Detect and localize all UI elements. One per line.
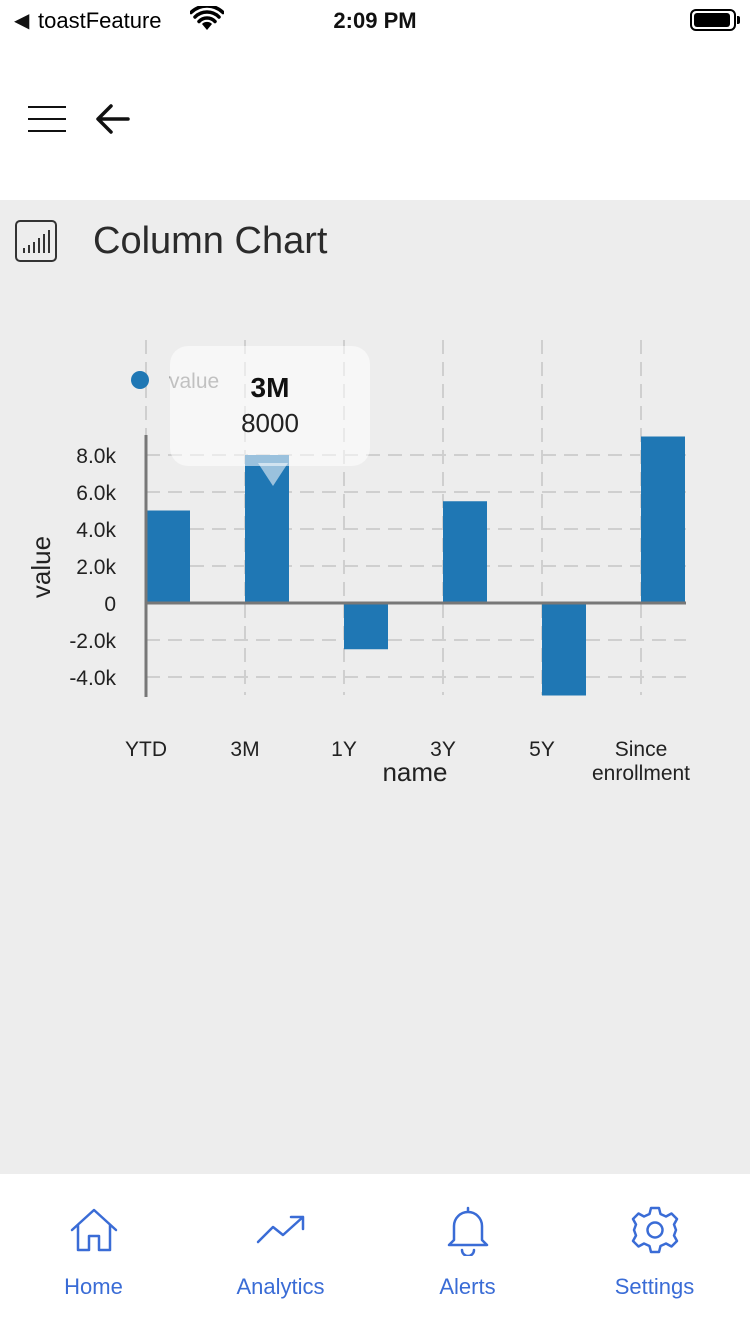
tab-settings[interactable]: Settings: [561, 1174, 748, 1334]
x-tick-label: 5Y: [529, 738, 555, 761]
arrow-left-icon[interactable]: [94, 100, 132, 138]
bar-chart-icon: [15, 220, 57, 262]
y-tick-label: -4.0k: [69, 667, 116, 690]
tab-analytics-label: Analytics: [236, 1274, 325, 1299]
tab-alerts[interactable]: Alerts: [374, 1174, 561, 1334]
tab-home-label: Home: [64, 1274, 123, 1299]
page-title: Column Chart: [93, 220, 328, 262]
chart-tooltip: 3M 8000: [170, 346, 370, 466]
tab-alerts-label: Alerts: [439, 1274, 496, 1299]
gear-icon: [631, 1206, 678, 1254]
legend-marker: [131, 371, 149, 389]
bar: [245, 455, 289, 603]
y-tick-label: 8.0k: [76, 445, 116, 468]
bar: [542, 603, 586, 696]
tooltip-value: 8000: [241, 408, 299, 438]
column-chart: -4.0k -2.0k 0 2.0k 4.0k 6.0k 8.0k YTD 3M 1Y 3Y 5Y Si…: [26, 340, 690, 787]
bar: [146, 510, 190, 603]
hamburger-icon[interactable]: [28, 106, 66, 134]
x-tick-label: enrollment: [592, 762, 690, 785]
y-tick-label: -2.0k: [69, 630, 116, 653]
status-bar: ◀ toastFeature 2:09 PM: [0, 0, 750, 40]
tooltip-pointer: [258, 463, 288, 486]
tab-analytics[interactable]: Analytics: [187, 1174, 374, 1334]
status-time: 2:09 PM: [333, 8, 417, 33]
status-app-name[interactable]: toastFeature: [38, 8, 162, 33]
chart-content: Column Chart -4.0k -2.0k 0 2.0k 4.0k 6.0k 8.0k…: [0, 200, 750, 1174]
x-axis-title: name: [382, 757, 447, 787]
tab-bar: Home Analytics Alerts Settings: [0, 1174, 750, 1334]
bell-icon: [447, 1206, 488, 1256]
x-tick-label: 1Y: [331, 738, 357, 761]
y-tick-label: 4.0k: [76, 519, 116, 542]
bar: [344, 603, 388, 650]
y-tick-label: 0: [104, 593, 116, 616]
x-tick-label: 3M: [230, 738, 259, 761]
home-icon: [70, 1208, 117, 1252]
wifi-icon: [190, 6, 224, 30]
bar: [443, 501, 487, 603]
tab-settings-label: Settings: [614, 1274, 695, 1299]
trending-up-icon: [256, 1215, 304, 1244]
tab-home[interactable]: Home: [0, 1174, 187, 1334]
tooltip-category: 3M: [250, 372, 290, 403]
x-tick-label: 3Y: [430, 738, 456, 761]
y-tick-label: 2.0k: [76, 556, 116, 579]
bar: [641, 436, 685, 603]
y-axis-title: value: [26, 536, 56, 598]
x-tick-label: YTD: [125, 738, 167, 761]
back-to-app-icon[interactable]: ◀: [14, 10, 30, 32]
battery-icon: [690, 9, 740, 31]
y-tick-label: 6.0k: [76, 482, 116, 505]
x-tick-label: Since: [615, 738, 668, 761]
nav-bar: [0, 80, 750, 160]
